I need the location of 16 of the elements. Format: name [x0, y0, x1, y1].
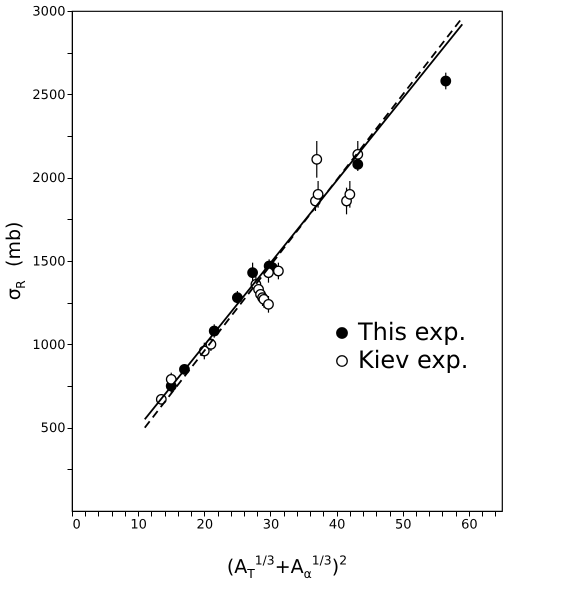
x-tick-label: 40 — [328, 518, 346, 532]
legend-label: This exp. — [357, 318, 466, 346]
y-tick-label: 1500 — [32, 254, 66, 270]
y-tick-label: 3000 — [32, 4, 66, 20]
x-tick-label: 20 — [196, 518, 214, 532]
y-tick-label: 2000 — [32, 171, 66, 186]
x-tick-label: 0 — [72, 518, 81, 532]
y-tick-label: 500 — [40, 421, 66, 436]
y-tick-label: 2500 — [32, 88, 66, 103]
x-tick-label: 50 — [394, 518, 412, 532]
legend-label: Kiev exp. — [358, 346, 468, 374]
x-tick-label: 60 — [461, 518, 478, 532]
x-tick-label: 30 — [262, 518, 280, 532]
y-tick-label: 1000 — [32, 338, 66, 353]
x-tick-label: 10 — [130, 518, 147, 532]
y-axis-title: σR (mb) — [3, 222, 28, 300]
